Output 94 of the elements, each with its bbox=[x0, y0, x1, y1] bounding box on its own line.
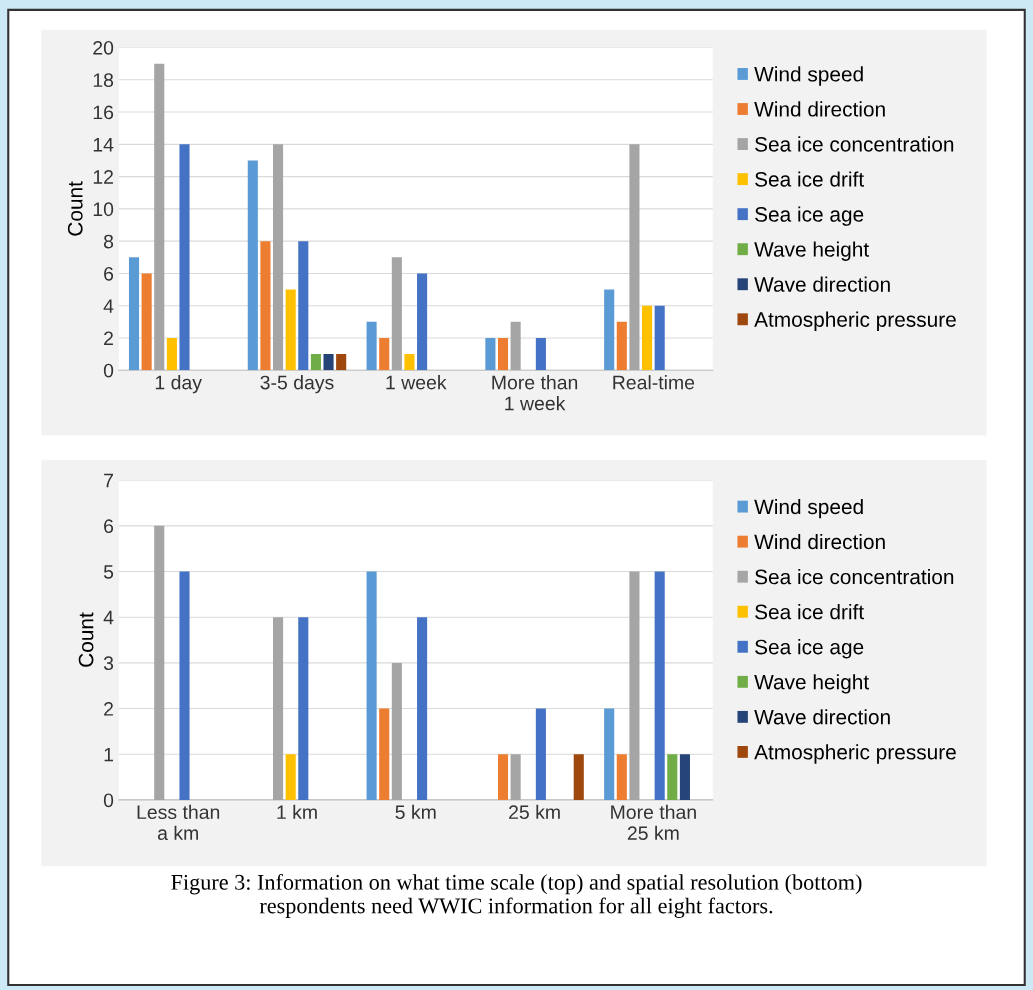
legend-label: Sea ice concentration bbox=[755, 568, 954, 585]
x-tick-label: Real-time bbox=[613, 375, 695, 390]
legend-label: Wind direction bbox=[754, 533, 885, 550]
x-tick-label: Less than a km bbox=[137, 804, 220, 841]
bar bbox=[379, 708, 390, 800]
bar bbox=[179, 571, 190, 800]
bar bbox=[654, 571, 665, 800]
x-tick-label: 5 km bbox=[395, 804, 436, 820]
legend-label: Wind direction bbox=[754, 101, 885, 117]
x-tick-label: 1 day bbox=[155, 375, 202, 394]
bar bbox=[260, 241, 271, 371]
y-tick-label: 20 bbox=[93, 40, 114, 55]
bar bbox=[604, 708, 615, 800]
legend-label: Wind speed bbox=[754, 66, 863, 86]
y-tick-label: 4 bbox=[103, 299, 114, 313]
legend-label: Sea ice concentration bbox=[755, 136, 954, 152]
bar bbox=[247, 160, 258, 371]
y-tick-label: 12 bbox=[93, 170, 113, 184]
y-tick-label: 8 bbox=[103, 234, 114, 249]
y-tick-label: 0 bbox=[103, 363, 114, 378]
bar bbox=[298, 241, 309, 371]
bar bbox=[166, 337, 177, 371]
bar bbox=[510, 321, 521, 371]
bar bbox=[629, 144, 640, 371]
y-tick-label: 16 bbox=[93, 105, 114, 120]
y-tick-label: 7 bbox=[104, 473, 113, 488]
y-tick-label: 6 bbox=[104, 266, 114, 281]
x-tick-label: More than 1 week bbox=[492, 375, 578, 411]
bar bbox=[336, 354, 347, 371]
bar bbox=[179, 144, 190, 371]
bar bbox=[604, 289, 615, 371]
y-tick-label: 18 bbox=[93, 73, 114, 88]
bar bbox=[366, 571, 377, 800]
bar bbox=[404, 354, 415, 371]
bar bbox=[616, 321, 627, 371]
x-tick-label: More than 25 km bbox=[611, 804, 696, 841]
bar bbox=[273, 617, 284, 800]
bar bbox=[154, 63, 165, 371]
legend-label: Atmospheric pressure bbox=[754, 744, 956, 764]
bar bbox=[417, 617, 428, 800]
bar bbox=[654, 305, 665, 371]
bar bbox=[298, 617, 309, 800]
y-tick-label: 2 bbox=[104, 702, 113, 716]
legend-label: Wave height bbox=[754, 241, 869, 261]
bar bbox=[535, 337, 546, 371]
bar bbox=[642, 305, 653, 371]
y-tick-label: 0 bbox=[103, 793, 114, 808]
bar bbox=[679, 754, 690, 800]
legend-label: Wind speed bbox=[754, 498, 863, 519]
y-tick-label: 10 bbox=[93, 202, 114, 217]
bar bbox=[310, 354, 321, 371]
y-axis-title: Count bbox=[67, 181, 83, 236]
x-tick-label: 1 week bbox=[386, 375, 447, 390]
bar bbox=[629, 571, 640, 800]
bar bbox=[497, 337, 509, 371]
bar bbox=[510, 754, 521, 800]
legend-label: Wave direction bbox=[754, 709, 890, 725]
legend-label: Atmospheric pressure bbox=[754, 311, 956, 332]
bar bbox=[485, 337, 496, 371]
y-axis-title: Count bbox=[78, 612, 94, 667]
legend-label: Wave height bbox=[754, 674, 869, 694]
bar bbox=[535, 708, 546, 800]
y-tick-label: 5 bbox=[103, 565, 114, 579]
bar bbox=[128, 257, 140, 371]
bar bbox=[285, 754, 296, 800]
y-tick-label: 1 bbox=[104, 747, 113, 762]
legend-label: Sea ice age bbox=[755, 639, 864, 659]
bar bbox=[323, 354, 334, 371]
bar bbox=[391, 662, 402, 800]
bar bbox=[616, 754, 627, 800]
legend-label: Wave direction bbox=[754, 276, 890, 292]
bar bbox=[366, 321, 377, 371]
bar bbox=[417, 273, 428, 371]
bar bbox=[285, 289, 296, 371]
bar bbox=[391, 257, 402, 371]
y-tick-label: 6 bbox=[104, 519, 114, 534]
bar bbox=[141, 273, 152, 371]
bar bbox=[573, 754, 584, 800]
x-tick-label: 1 km bbox=[277, 804, 317, 819]
bar bbox=[667, 754, 678, 800]
y-tick-label: 14 bbox=[93, 138, 114, 152]
y-tick-label: 2 bbox=[104, 331, 113, 346]
y-tick-label: 4 bbox=[103, 610, 114, 625]
x-tick-label: 3-5 days bbox=[260, 375, 334, 394]
caption: Figure 3: Information on what time scale (top) and spatial resolution (bottom) respondents need WWIC information for all eight factors. bbox=[171, 873, 862, 918]
legend-label: Sea ice drift bbox=[755, 604, 864, 620]
bar bbox=[379, 337, 390, 371]
legend-label: Sea ice age bbox=[755, 206, 864, 226]
bar bbox=[154, 525, 165, 800]
bar bbox=[497, 754, 509, 800]
bar bbox=[273, 144, 284, 371]
legend-label: Sea ice drift bbox=[755, 171, 864, 187]
y-tick-label: 3 bbox=[103, 656, 114, 671]
x-tick-label: 25 km bbox=[509, 804, 560, 820]
